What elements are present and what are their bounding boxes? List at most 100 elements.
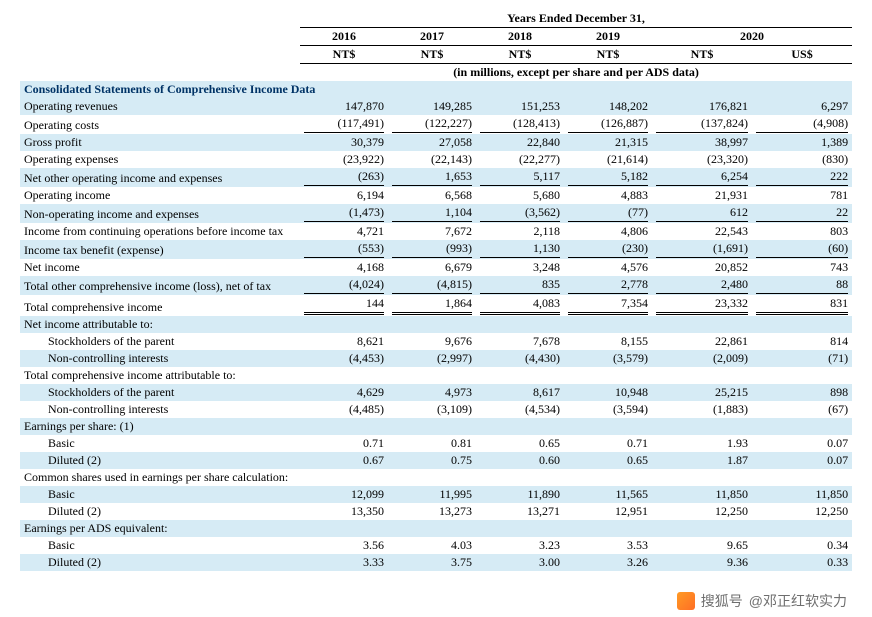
cell-value: 3,248 (476, 259, 564, 276)
table-row: Non-controlling interests(4,453)(2,997)(… (20, 350, 852, 367)
currency-0: NT$ (300, 46, 388, 64)
cell-value: (3,579) (564, 350, 652, 367)
cell-value: (23,320) (652, 151, 752, 168)
cell-value: 21,931 (652, 187, 752, 204)
cell-value: 22 (752, 204, 852, 223)
cell-value (388, 316, 476, 333)
table-row: Total comprehensive income1441,8644,0837… (20, 295, 852, 316)
cell-value: (3,594) (564, 401, 652, 418)
cell-value: 7,678 (476, 333, 564, 350)
table-row: Income from continuing operations before… (20, 223, 852, 240)
cell-value (752, 469, 852, 486)
row-label: Total other comprehensive income (loss),… (20, 276, 300, 295)
cell-value: 13,273 (388, 503, 476, 520)
cell-value: 0.65 (476, 435, 564, 452)
cell-value: 9.36 (652, 554, 752, 571)
cell-value: 176,821 (652, 98, 752, 115)
cell-value (388, 520, 476, 537)
cell-value: 144 (300, 295, 388, 316)
row-label: Net other operating income and expenses (20, 168, 300, 187)
cell-value: 148,202 (564, 98, 652, 115)
cell-value: (122,227) (388, 115, 476, 134)
cell-value: 149,285 (388, 98, 476, 115)
cell-value: (4,815) (388, 276, 476, 295)
cell-value: 22,861 (652, 333, 752, 350)
cell-value (476, 418, 564, 435)
table-row: Diluted (2)0.670.750.600.651.870.07 (20, 452, 852, 469)
cell-value: 8,621 (300, 333, 388, 350)
cell-value: 4,806 (564, 223, 652, 240)
row-label: Stockholders of the parent (20, 384, 300, 401)
table-row: Operating income6,1946,5685,6804,88321,9… (20, 187, 852, 204)
watermark-author: @邓正红软实力 (749, 591, 847, 611)
cell-value: (77) (564, 204, 652, 223)
currency-5: US$ (752, 46, 852, 64)
cell-value: 814 (752, 333, 852, 350)
cell-value: 0.81 (388, 435, 476, 452)
cell-value (476, 367, 564, 384)
cell-value: 0.60 (476, 452, 564, 469)
cell-value (752, 418, 852, 435)
cell-value: 5,680 (476, 187, 564, 204)
cell-value: 2,778 (564, 276, 652, 295)
table-row: Operating expenses(23,922)(22,143)(22,27… (20, 151, 852, 168)
cell-value: 1,389 (752, 134, 852, 151)
cell-value (752, 367, 852, 384)
cell-value: 25,215 (652, 384, 752, 401)
cell-value (652, 520, 752, 537)
cell-value: (830) (752, 151, 852, 168)
cell-value: 222 (752, 168, 852, 187)
cell-value: 11,850 (652, 486, 752, 503)
table-row: Operating costs(117,491)(122,227)(128,41… (20, 115, 852, 134)
cell-value: (2,997) (388, 350, 476, 367)
cell-value: 9,676 (388, 333, 476, 350)
cell-value: 1,653 (388, 168, 476, 187)
cell-value: 8,155 (564, 333, 652, 350)
cell-value: 27,058 (388, 134, 476, 151)
cell-value: (2,009) (652, 350, 752, 367)
cell-value: (993) (388, 240, 476, 259)
row-label: Gross profit (20, 134, 300, 151)
table-row: Net income attributable to: (20, 316, 852, 333)
cell-value: 4,629 (300, 384, 388, 401)
currency-4: NT$ (652, 46, 752, 64)
cell-value: 5,117 (476, 168, 564, 187)
cell-value: 3.53 (564, 537, 652, 554)
cell-value: (1,473) (300, 204, 388, 223)
cell-value: 147,870 (300, 98, 388, 115)
table-row: Net income4,1686,6793,2484,57620,852743 (20, 259, 852, 276)
cell-value: (117,491) (300, 115, 388, 134)
cell-value: 3.26 (564, 554, 652, 571)
cell-value: 6,194 (300, 187, 388, 204)
row-label: Non-controlling interests (20, 350, 300, 367)
table-row: Net other operating income and expenses(… (20, 168, 852, 187)
table-row: Diluted (2)13,35013,27313,27112,95112,25… (20, 503, 852, 520)
cell-value: 0.71 (564, 435, 652, 452)
year-2016: 2016 (300, 28, 388, 46)
cell-value: 831 (752, 295, 852, 316)
cell-value (752, 316, 852, 333)
cell-value: 3.56 (300, 537, 388, 554)
cell-value: 4,721 (300, 223, 388, 240)
currency-2: NT$ (476, 46, 564, 64)
cell-value (300, 418, 388, 435)
cell-value (564, 520, 652, 537)
watermark-brand: 搜狐号 (701, 591, 743, 611)
row-label: Basic (20, 486, 300, 503)
cell-value: (230) (564, 240, 652, 259)
row-label: Non-operating income and expenses (20, 204, 300, 223)
cell-value: 12,099 (300, 486, 388, 503)
table-row: Total comprehensive income attributable … (20, 367, 852, 384)
cell-value (652, 418, 752, 435)
cell-value: (4,430) (476, 350, 564, 367)
cell-value: 12,250 (752, 503, 852, 520)
row-label: Diluted (2) (20, 452, 300, 469)
currency-3: NT$ (564, 46, 652, 64)
cell-value: (3,562) (476, 204, 564, 223)
cell-value: 6,679 (388, 259, 476, 276)
year-2017: 2017 (388, 28, 476, 46)
cell-value: 0.75 (388, 452, 476, 469)
cell-value: (1,883) (652, 401, 752, 418)
cell-value: (22,277) (476, 151, 564, 168)
cell-value: 4,083 (476, 295, 564, 316)
